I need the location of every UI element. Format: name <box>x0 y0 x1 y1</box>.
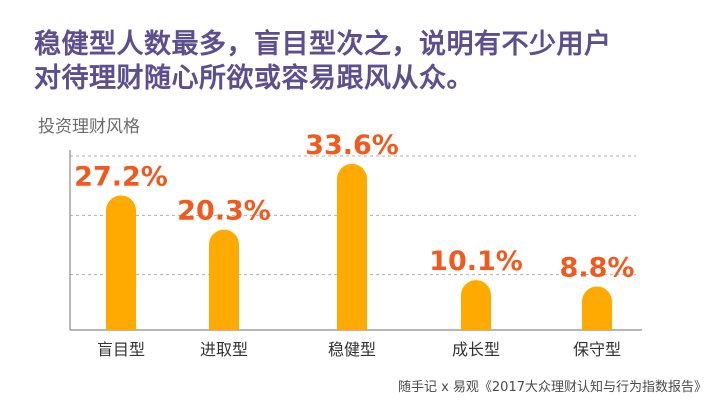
value-label: 20.3% <box>177 196 271 227</box>
bar-3 <box>337 163 367 330</box>
bar-2 <box>209 229 239 330</box>
headline-line-2: 对待理财随心所欲或容易跟风从众。 <box>34 63 474 94</box>
value-label: 10.1% <box>429 246 523 277</box>
bar-5 <box>582 286 612 330</box>
source-note: 随手记 x 易观《2017大众理财认知与行为指数报告》 <box>397 380 707 395</box>
bar-4 <box>461 280 491 330</box>
value-label: 33.6% <box>305 130 399 161</box>
bar-1 <box>106 195 136 330</box>
headline-line-1: 稳健型人数最多，盲目型次之，说明有不少用户 <box>34 29 612 60</box>
category-label: 保守型 <box>573 340 621 359</box>
value-label: 8.8% <box>560 252 635 283</box>
value-label: 27.2% <box>74 162 168 193</box>
chart-subtitle: 投资理财风格 <box>38 117 140 137</box>
category-label: 盲目型 <box>97 340 145 359</box>
headline: 稳健型人数最多，盲目型次之，说明有不少用户 对待理财随心所欲或容易跟风从众。 <box>34 28 694 96</box>
category-label: 成长型 <box>452 340 500 359</box>
category-label: 稳健型 <box>328 340 376 359</box>
category-label: 进取型 <box>200 340 248 359</box>
